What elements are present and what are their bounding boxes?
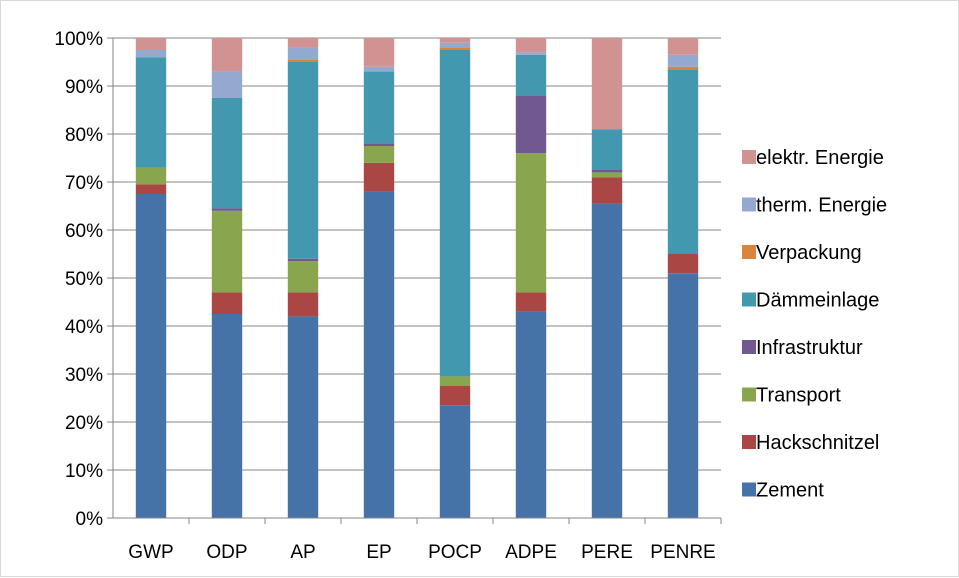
bar-segment-zement [135, 194, 167, 518]
bar-segment-zement [667, 273, 699, 518]
bar-segment-elektr-energie [591, 38, 623, 130]
y-tick-label: 40% [65, 317, 103, 338]
bar-segment-elektr-energie [439, 38, 471, 43]
bar-segment-elektr-energie [515, 38, 547, 53]
bar-segment-elektr-energie [363, 38, 395, 67]
legend-swatch [742, 482, 756, 497]
bar-segment-transport [287, 261, 319, 293]
y-tick-label: 100% [54, 29, 103, 50]
bar-segment-infrastruktur [591, 170, 623, 173]
bar-segment-infrastruktur [287, 258, 319, 262]
bar-segment-hackschnitzel [287, 292, 319, 317]
bar-segment-zement [211, 314, 243, 518]
bar-segment-d-mmeinlage [287, 62, 319, 259]
grid-lines [113, 37, 721, 471]
legend-swatch [742, 150, 756, 164]
y-tick-label: 80% [65, 125, 103, 146]
y-tick-label: 50% [65, 269, 103, 290]
bar-segment-d-mmeinlage [515, 54, 547, 96]
bar-segment-elektr-energie [667, 38, 699, 55]
y-tick-label: 10% [65, 461, 103, 482]
bar-segment-d-mmeinlage [439, 50, 471, 377]
bar-segment-hackschnitzel [135, 184, 167, 194]
y-tick-labels: 0% 10% 20% 30% 40% 50% 60% 70% 80% 90% 100% [54, 29, 103, 530]
x-tick-label: GWP [128, 542, 173, 563]
x-tick-label: EP [366, 542, 391, 563]
bar-segment-d-mmeinlage [363, 71, 395, 144]
bar-segment-zement [287, 316, 319, 518]
bar-segment-hackschnitzel [211, 292, 243, 314]
y-tick-label: 60% [65, 221, 103, 242]
bar-segment-infrastruktur [515, 95, 547, 154]
x-tick-label: POCP [428, 542, 482, 563]
bar-segment-d-mmeinlage [667, 69, 699, 254]
legend-label: elektr. Energie [756, 147, 884, 169]
y-tick-label: 20% [65, 413, 103, 434]
bar-segment-transport [515, 153, 547, 293]
bar-segment-infrastruktur [363, 143, 395, 146]
legend-label: Zement [756, 480, 824, 502]
legend-swatch [742, 197, 756, 212]
bar-segment-transport [591, 172, 623, 178]
legend-swatch [742, 245, 756, 259]
bars [135, 38, 699, 518]
y-tick-label: 90% [65, 77, 103, 98]
bar-segment-transport [439, 376, 471, 386]
legend-label: Infrastruktur [756, 337, 863, 359]
x-tick-label: ODP [206, 542, 247, 563]
legend-label: Hackschnitzel [756, 432, 879, 454]
legend-swatch [742, 340, 756, 354]
y-tick-label: 30% [65, 365, 103, 386]
y-tick-label: 70% [65, 173, 103, 194]
bar-segment-therm-energie [439, 42, 471, 48]
legend-swatch [742, 435, 756, 449]
legend-label: Transport [756, 385, 841, 407]
legend-swatch [742, 292, 756, 307]
bar-segment-therm-energie [287, 47, 319, 60]
bar-segment-therm-energie [135, 50, 167, 58]
bar-segment-d-mmeinlage [211, 98, 243, 209]
x-tick-labels: GWP ODP AP EP POCP ADPE PERE PENRE [128, 542, 715, 563]
bar-segment-verpackung [287, 59, 319, 62]
bar-segment-hackschnitzel [591, 177, 623, 204]
bar-segment-verpackung [439, 47, 471, 50]
bar-segment-transport [363, 146, 395, 163]
axes [107, 37, 722, 524]
bar-segment-zement [363, 191, 395, 518]
bar-segment-transport [135, 167, 167, 185]
x-tick-label: PERE [581, 542, 633, 563]
y-tick-label: 0% [76, 509, 104, 530]
legend: elektr. Energie therm. Energie Verpackung D… [742, 147, 887, 502]
bar-segment-hackschnitzel [363, 162, 395, 192]
x-tick-label: ADPE [505, 542, 557, 563]
bar-segment-hackschnitzel [667, 254, 699, 274]
bar-segment-therm-energie [667, 54, 699, 67]
bar-segment-hackschnitzel [515, 292, 547, 312]
bar-segment-zement [439, 405, 471, 518]
bar-segment-d-mmeinlage [135, 57, 167, 168]
bar-segment-zement [591, 203, 623, 518]
x-tick-label: PENRE [650, 542, 715, 563]
bar-segment-therm-energie [363, 66, 395, 72]
bar-segment-verpackung [667, 66, 699, 70]
bar-segment-therm-energie [211, 71, 243, 98]
bar-segment-elektr-energie [135, 38, 167, 50]
legend-label: Verpackung [756, 242, 862, 264]
bar-segment-elektr-energie [287, 38, 319, 48]
x-tick-label: AP [290, 542, 315, 563]
legend-label: Dämmeinlage [756, 290, 879, 312]
bar-segment-zement [515, 311, 547, 518]
bar-segment-hackschnitzel [439, 386, 471, 406]
legend-label: therm. Energie [756, 195, 887, 217]
bar-segment-infrastruktur [211, 208, 243, 211]
bar-segment-therm-energie [515, 52, 547, 55]
bar-segment-transport [211, 210, 243, 293]
bar-segment-d-mmeinlage [591, 129, 623, 170]
bar-segment-elektr-energie [211, 38, 243, 72]
legend-swatch [742, 387, 756, 402]
